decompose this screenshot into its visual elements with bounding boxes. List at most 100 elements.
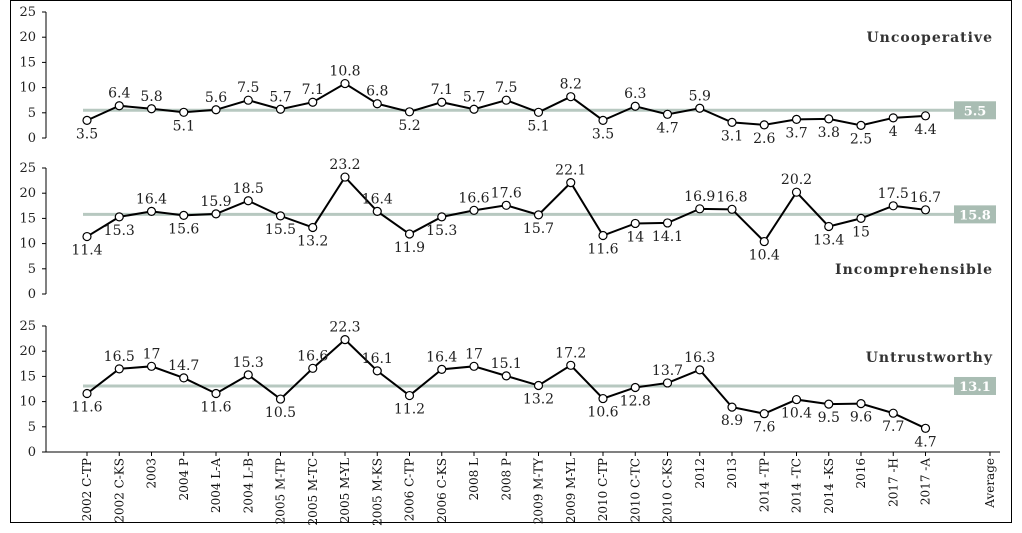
data-point (920, 205, 931, 215)
y-tick-label: 10 (19, 81, 36, 96)
data-label: 5.1 (173, 118, 195, 134)
data-label: 11.6 (71, 400, 102, 416)
data-point (211, 105, 221, 115)
data-label: 16.1 (362, 351, 393, 367)
data-point (501, 371, 511, 381)
x-tick-label: 2006 C-TP (403, 458, 417, 521)
data-label: 11.6 (200, 400, 231, 416)
data-label: 14.7 (168, 358, 199, 374)
x-tick-label: 2014 -KS (822, 458, 836, 514)
data-label: 15.6 (168, 221, 199, 237)
data-point (404, 390, 415, 401)
data-label: 7.1 (431, 82, 453, 98)
y-tick-label: 15 (19, 369, 36, 384)
data-label: 5.6 (205, 90, 227, 106)
data-point (437, 97, 447, 107)
average-box (954, 101, 996, 120)
average-box (954, 376, 996, 395)
x-tick-label: 2008 P (499, 458, 513, 500)
data-label: 13.2 (523, 391, 554, 407)
data-label: 16.9 (684, 189, 715, 205)
y-tick-label: 0 (28, 131, 36, 146)
x-tick-label: 2002 C-KS (112, 458, 126, 523)
data-point (791, 394, 802, 405)
data-label: 6.8 (366, 84, 388, 100)
data-label: 2.5 (850, 131, 872, 147)
data-label: 10.6 (587, 405, 618, 421)
data-point (727, 402, 737, 412)
data-point (469, 361, 479, 371)
data-label: 13.2 (297, 233, 328, 249)
data-label: 5.9 (689, 88, 711, 104)
data-label: 5.7 (463, 89, 485, 105)
data-point (598, 115, 608, 125)
data-point (308, 97, 318, 107)
data-point (566, 360, 576, 370)
data-label: 11.6 (587, 242, 618, 258)
data-label: 10.5 (265, 405, 296, 421)
data-label: 9.6 (850, 410, 872, 426)
data-label: 14.1 (652, 229, 683, 245)
x-tick-label: 2004 L-B (241, 458, 255, 513)
y-tick-label: 5 (28, 106, 36, 121)
data-label: 4.7 (656, 120, 678, 136)
data-point (566, 178, 576, 188)
x-tick-label: 2004 L-A (209, 458, 223, 513)
data-point (791, 114, 802, 124)
data-point (598, 230, 608, 241)
x-tick-label: 2010 C-TP (596, 458, 610, 521)
data-point (437, 364, 447, 374)
y-tick-label: 0 (28, 287, 36, 302)
data-point (662, 218, 673, 228)
data-label: 6.3 (624, 86, 646, 102)
x-tick-label: 2004 P (177, 458, 191, 500)
data-label: 3.8 (818, 125, 840, 141)
x-tick-label: 2010 C-KS (661, 458, 675, 523)
data-point (662, 109, 673, 119)
data-point (146, 361, 157, 371)
data-label: 15.3 (426, 223, 457, 239)
data-label: 11.4 (71, 243, 102, 259)
data-label: 2.6 (753, 131, 775, 147)
data-label: 15.5 (265, 222, 296, 238)
data-point (630, 101, 640, 111)
data-point (146, 206, 157, 216)
x-tick-label: 2005 M-YL (338, 458, 352, 523)
data-point (533, 210, 544, 220)
data-label: 16.4 (426, 349, 457, 365)
data-label: 11.9 (394, 240, 425, 256)
y-tick-label: 25 (19, 161, 36, 176)
data-label: 14 (626, 229, 644, 245)
data-point (856, 399, 866, 409)
data-point (533, 107, 544, 117)
average-box (954, 205, 996, 224)
data-label: 15.3 (233, 355, 264, 371)
data-point (501, 200, 511, 210)
x-tick-label: 2017 -A (919, 458, 933, 505)
data-label: 5.8 (140, 89, 162, 105)
data-point (275, 394, 286, 404)
data-point (211, 388, 221, 399)
data-label: 23.2 (329, 157, 360, 173)
data-label: 16.4 (362, 191, 393, 207)
data-label: 9.5 (818, 410, 840, 426)
data-label: 16.6 (297, 348, 328, 364)
data-label: 12.8 (620, 393, 651, 409)
data-point (856, 213, 866, 223)
data-point (727, 117, 737, 127)
data-label: 7.5 (237, 80, 259, 96)
data-label: 5.1 (527, 118, 549, 134)
x-tick-label: 2005 M-TC (306, 458, 320, 525)
data-label: 13.7 (652, 363, 683, 379)
data-label: 7.6 (753, 420, 775, 436)
data-point (114, 364, 124, 374)
data-point (211, 209, 221, 219)
data-label: 4.7 (914, 434, 936, 450)
x-tick-label: 2012 (693, 458, 707, 489)
chart-frame (10, 0, 1012, 523)
data-point (146, 104, 157, 114)
y-tick-label: 20 (19, 186, 36, 201)
x-tick-label: 2009 M-TY (532, 457, 546, 524)
x-tick-label: 2013 (725, 458, 739, 489)
